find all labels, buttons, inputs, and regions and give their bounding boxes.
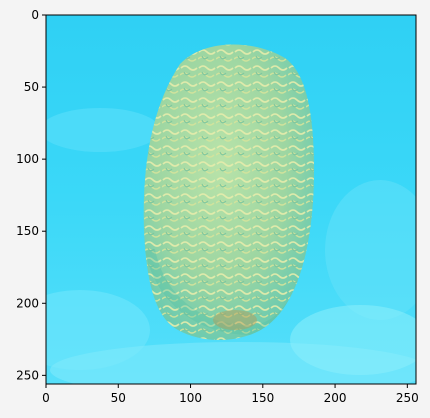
x-tick-label: 200 bbox=[324, 391, 347, 405]
x-tick-label: 0 bbox=[42, 391, 50, 405]
x-axis: 0 50 100 150 200 250 bbox=[42, 384, 419, 405]
y-tick-label: 50 bbox=[24, 80, 39, 94]
image-area bbox=[46, 15, 416, 384]
x-tick-label: 50 bbox=[111, 391, 126, 405]
x-tick-label: 100 bbox=[179, 391, 202, 405]
brain-coral bbox=[143, 44, 314, 341]
x-tick-label: 250 bbox=[396, 391, 419, 405]
y-tick-label: 200 bbox=[16, 296, 39, 310]
y-tick-label: 100 bbox=[16, 152, 39, 166]
x-tick-label: 150 bbox=[251, 391, 274, 405]
y-tick-label: 250 bbox=[16, 368, 39, 382]
image-frame bbox=[45, 14, 417, 385]
y-axis: 0 50 100 150 200 250 bbox=[16, 8, 46, 382]
y-tick-label: 0 bbox=[31, 8, 39, 22]
reef-right bbox=[325, 180, 416, 320]
reef-right-bottom bbox=[290, 305, 416, 375]
y-tick-label: 150 bbox=[16, 224, 39, 238]
reef-left bbox=[46, 108, 160, 152]
